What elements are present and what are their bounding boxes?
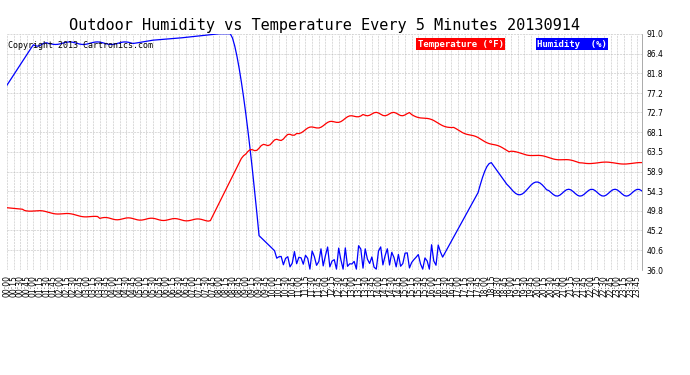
Text: Humidity  (%): Humidity (%) (537, 40, 607, 49)
Title: Outdoor Humidity vs Temperature Every 5 Minutes 20130914: Outdoor Humidity vs Temperature Every 5 … (69, 18, 580, 33)
Text: Copyright 2013 Cartronics.com: Copyright 2013 Cartronics.com (8, 41, 152, 50)
Text: Temperature (°F): Temperature (°F) (417, 40, 504, 49)
